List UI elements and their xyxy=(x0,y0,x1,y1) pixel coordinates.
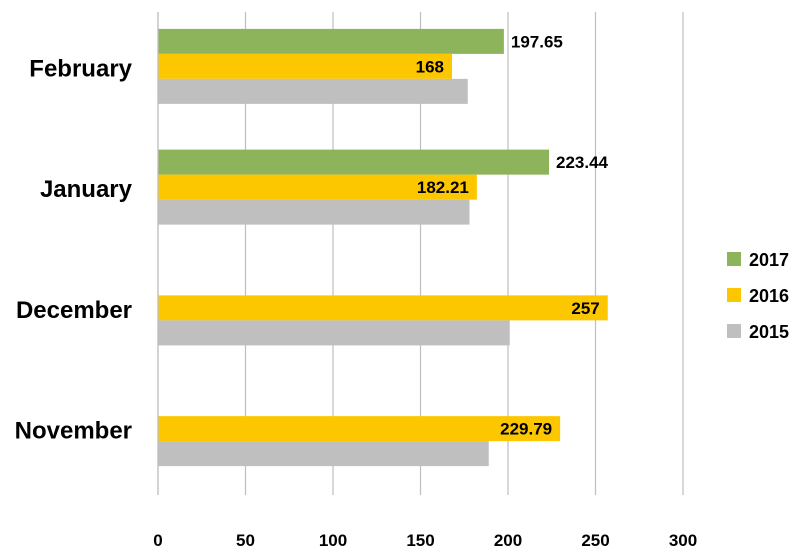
bar-2016-february xyxy=(158,53,452,79)
bar-2015-november xyxy=(158,441,489,467)
data-label-2016-december: 257 xyxy=(571,299,599,318)
category-label-february: February xyxy=(29,55,132,82)
x-tick-label: 0 xyxy=(153,531,162,550)
legend-label-2016: 2016 xyxy=(749,286,789,306)
legend-label-2015: 2015 xyxy=(749,322,789,342)
bar-2015-december xyxy=(158,320,510,346)
x-tick-label: 50 xyxy=(236,531,255,550)
bar-2015-january xyxy=(158,199,470,225)
data-label-2017-january: 223.44 xyxy=(556,153,609,172)
data-label-2016-january: 182.21 xyxy=(417,178,469,197)
x-tick-label: 100 xyxy=(319,531,347,550)
data-label-2016-february: 168 xyxy=(416,57,444,76)
bar-2017-january xyxy=(158,149,550,175)
bar-2017-february xyxy=(158,28,504,54)
data-label-2017-february: 197.65 xyxy=(511,32,563,51)
legend-swatch-2015 xyxy=(727,324,741,338)
category-label-december: December xyxy=(16,297,132,324)
data-label-2016-november: 229.79 xyxy=(500,420,552,439)
x-tick-label: 200 xyxy=(494,531,522,550)
x-tick-label: 150 xyxy=(406,531,434,550)
x-tick-label: 250 xyxy=(581,531,609,550)
legend-swatch-2017 xyxy=(727,252,741,266)
legend-swatch-2016 xyxy=(727,288,741,302)
legend-label-2017: 2017 xyxy=(749,250,789,270)
category-label-january: January xyxy=(40,176,133,203)
bar-2016-december xyxy=(158,295,608,321)
bar-2016-november xyxy=(158,416,561,442)
category-label-november: November xyxy=(15,418,132,445)
bar-2016-january xyxy=(158,174,477,200)
x-tick-label: 300 xyxy=(669,531,697,550)
bar-2015-february xyxy=(158,78,468,104)
